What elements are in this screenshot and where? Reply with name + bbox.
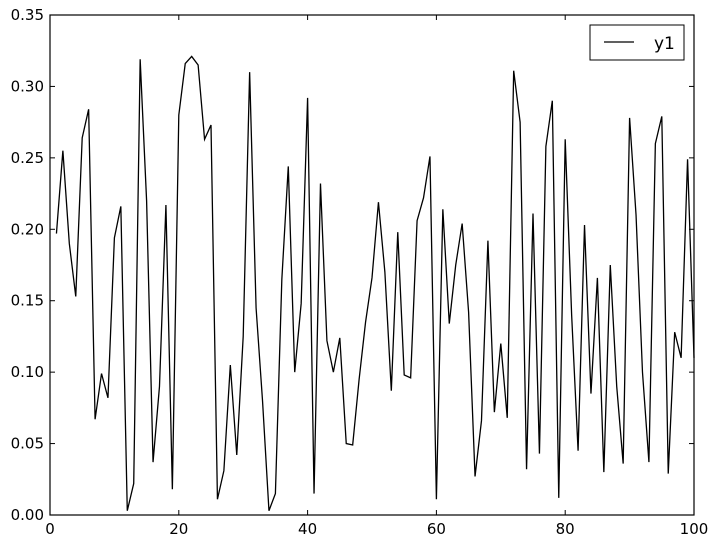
legend: y1	[589, 24, 685, 61]
plot-frame	[49, 14, 695, 516]
y-tick-label: 0.35	[11, 6, 44, 24]
y-tick-label: 0.00	[11, 506, 44, 524]
x-tick-label: 40	[298, 520, 317, 538]
x-tick-label: 20	[169, 520, 188, 538]
series-line-y1	[55, 55, 695, 511]
y-tick-label: 0.20	[11, 220, 44, 238]
x-tick-label: 100	[680, 520, 709, 538]
y-tick-label: 0.25	[11, 149, 44, 167]
y-tick-label: 0.15	[11, 292, 44, 310]
x-tick-label: 60	[427, 520, 446, 538]
axis-ticks: 0 20 40 60 80 100 0.00 0.05 0.10 0.15 0.20 0.25 0.30…	[11, 6, 709, 538]
x-tick-label: 0	[45, 520, 55, 538]
y-tick-label: 0.05	[11, 435, 44, 453]
y-tick-label: 0.10	[11, 363, 44, 381]
legend-label-y1: y1	[654, 34, 675, 54]
x-tick-label: 80	[556, 520, 575, 538]
y-tick-label: 0.30	[11, 77, 44, 95]
